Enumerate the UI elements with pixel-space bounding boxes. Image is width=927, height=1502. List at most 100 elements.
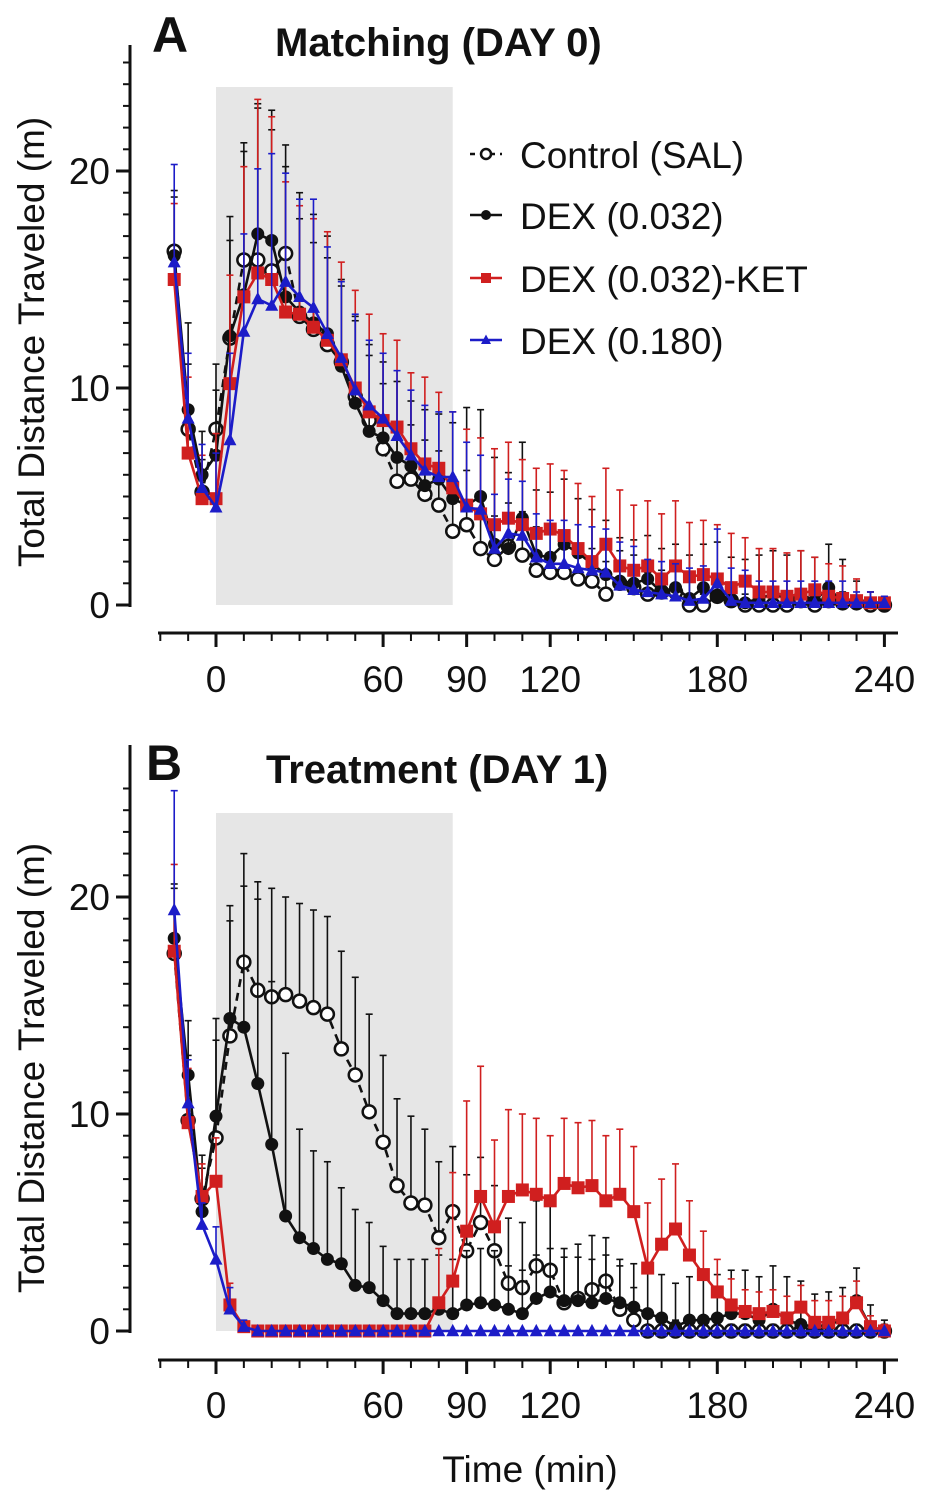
panel-b-point-control-sal <box>277 986 294 1003</box>
panel-a-y-tick-label: 0 <box>89 585 110 626</box>
panel-a-point-dex-0-180 <box>877 595 891 609</box>
panel-b-point-control-sal <box>389 1177 405 1194</box>
panel-b-point-dex-0-180 <box>474 1323 488 1337</box>
panel-b-point-dex-0-180 <box>181 1096 195 1109</box>
panel-b-point-dex-0-032 <box>543 1285 557 1299</box>
panel-b-point-dex-0-032-ket <box>696 1268 710 1282</box>
panel-a-x-tick-label: 240 <box>854 659 916 700</box>
panel-a-point-dex-0-180 <box>474 502 488 515</box>
panel-b-point-dex-0-032 <box>710 1311 724 1325</box>
panel-b: B Treatment (DAY 1) Total Distance Trave… <box>11 735 915 1490</box>
panel-b-point-dex-0-032 <box>404 1307 418 1321</box>
panel-b-x-tick-label: 0 <box>206 1385 227 1426</box>
panel-a-point-dex-0-180 <box>599 565 613 578</box>
panel-a-line-dex-0-180 <box>172 261 885 605</box>
panel-a-point-dex-0-032 <box>404 459 418 473</box>
panel-b-x-tick-label: 60 <box>363 1385 404 1426</box>
panel-b-point-dex-0-180 <box>669 1323 683 1337</box>
panel-a-point-dex-0-032-ket <box>181 446 195 460</box>
panel-b-y-tick-label: 10 <box>69 1094 110 1135</box>
panel-a-point-dex-0-180 <box>390 428 404 441</box>
panel-b-point-dex-0-032-ket <box>752 1307 766 1321</box>
panel-b-point-dex-0-032-ket <box>808 1315 822 1329</box>
panel-b-point-dex-0-032-ket <box>460 1224 474 1238</box>
panel-b-point-dex-0-180 <box>515 1323 529 1337</box>
panel-b-point-dex-0-032 <box>474 1296 488 1310</box>
panel-b-title: Treatment (DAY 1) <box>266 748 608 792</box>
panel-a-point-dex-0-180 <box>850 595 864 609</box>
panel-b-point-control-sal <box>375 1134 391 1150</box>
panel-b-line-dex-0-032 <box>172 938 885 1333</box>
panel-b-point-dex-0-032-ket <box>571 1181 585 1195</box>
panel-a-point-dex-0-180 <box>265 298 279 311</box>
panel-a-point-dex-0-180 <box>682 593 696 606</box>
panel-a-title: Matching (DAY 0) <box>275 21 602 65</box>
panel-a-line-dex-0-032 <box>172 232 885 607</box>
panel-a-point-control-sal <box>528 562 545 579</box>
panel-a-x-tick-label: 60 <box>363 659 404 700</box>
panel-b-point-dex-0-032-ket <box>446 1274 460 1288</box>
panel-b-point-dex-0-180 <box>557 1323 571 1337</box>
panel-b-point-dex-0-180 <box>710 1323 724 1337</box>
panel-b-letter: B <box>146 735 182 791</box>
panel-b-point-dex-0-180 <box>641 1323 655 1337</box>
panel-b-point-control-sal <box>347 1067 363 1083</box>
panel-b-point-dex-0-032-ket <box>613 1187 627 1201</box>
panel-b-point-dex-0-032-ket <box>599 1194 613 1208</box>
panel-b-point-dex-0-180 <box>460 1323 474 1337</box>
panel-a-point-control-sal <box>514 547 531 563</box>
legend-label: DEX (0.180) <box>520 321 724 362</box>
panel-b-x-tick-label: 120 <box>519 1385 581 1426</box>
panel-b-point-dex-0-032-ket <box>766 1304 780 1318</box>
panel-b-y-axis-label: Total Distance Traveled (m) <box>11 843 52 1293</box>
panel-b-point-dex-0-032-ket <box>850 1296 864 1310</box>
panel-b-point-dex-0-180 <box>237 1319 251 1332</box>
panel-b-point-dex-0-180 <box>390 1323 404 1337</box>
panel-b-point-dex-0-180 <box>655 1323 669 1337</box>
panel-b-point-dex-0-180 <box>682 1323 696 1337</box>
panel-a-point-dex-0-180 <box>251 291 265 305</box>
panel-a-point-control-sal <box>584 573 600 589</box>
panel-a-point-control-sal <box>444 523 461 539</box>
panel-a-point-dex-0-180 <box>181 411 195 424</box>
panel-b-point-dex-0-032-ket <box>641 1261 655 1275</box>
panel-b-point-dex-0-032-ket <box>655 1237 669 1251</box>
panel-b-point-dex-0-032-ket <box>669 1222 683 1236</box>
panel-b-point-dex-0-180 <box>794 1323 808 1337</box>
panel-a-point-dex-0-180 <box>641 584 655 598</box>
panel-b-point-dex-0-180 <box>627 1323 641 1337</box>
panel-b-point-dex-0-180 <box>293 1323 307 1337</box>
panel-b-point-dex-0-032-ket <box>181 1116 195 1130</box>
panel-a-point-dex-0-180 <box>418 463 432 476</box>
panel-a-x-tick-label: 90 <box>446 659 487 700</box>
panel-a-point-dex-0-180 <box>167 254 181 268</box>
panel-a-point-dex-0-180 <box>376 411 390 424</box>
panel-b-point-dex-0-032 <box>376 1294 390 1308</box>
panel-b-point-dex-0-032 <box>209 1109 223 1123</box>
panel-a-point-dex-0-180 <box>279 274 293 287</box>
panel-b-point-dex-0-180 <box>334 1323 348 1337</box>
panel-b-point-dex-0-032 <box>251 1077 265 1091</box>
panel-b-point-dex-0-032-ket <box>474 1189 488 1203</box>
panel-a-point-dex-0-180 <box>627 582 641 596</box>
panel-a-point-dex-0-180 <box>362 398 376 411</box>
panel-a-point-dex-0-180 <box>529 550 543 563</box>
panel-b-y-tick-label: 20 <box>69 877 110 918</box>
panel-b-point-control-sal <box>431 1229 447 1246</box>
panel-b-point-dex-0-032 <box>293 1231 307 1245</box>
panel-b-point-dex-0-180 <box>488 1323 501 1337</box>
panel-b-point-dex-0-032 <box>237 1020 251 1034</box>
panel-a-point-dex-0-180 <box>557 556 571 569</box>
panel-b-point-dex-0-032 <box>306 1242 320 1256</box>
legend-marker <box>481 210 491 220</box>
panel-b-point-dex-0-032 <box>641 1307 655 1321</box>
panel-b-point-dex-0-180 <box>362 1323 376 1337</box>
panel-a-point-dex-0-032-ket <box>279 305 293 319</box>
panel-b-point-dex-0-032 <box>418 1307 432 1321</box>
panel-b-point-dex-0-180 <box>251 1323 265 1337</box>
panel-a-point-control-sal <box>403 471 419 487</box>
panel-b-point-dex-0-180 <box>724 1323 738 1337</box>
panel-a-point-dex-0-180 <box>669 589 683 602</box>
legend-marker <box>481 334 491 344</box>
